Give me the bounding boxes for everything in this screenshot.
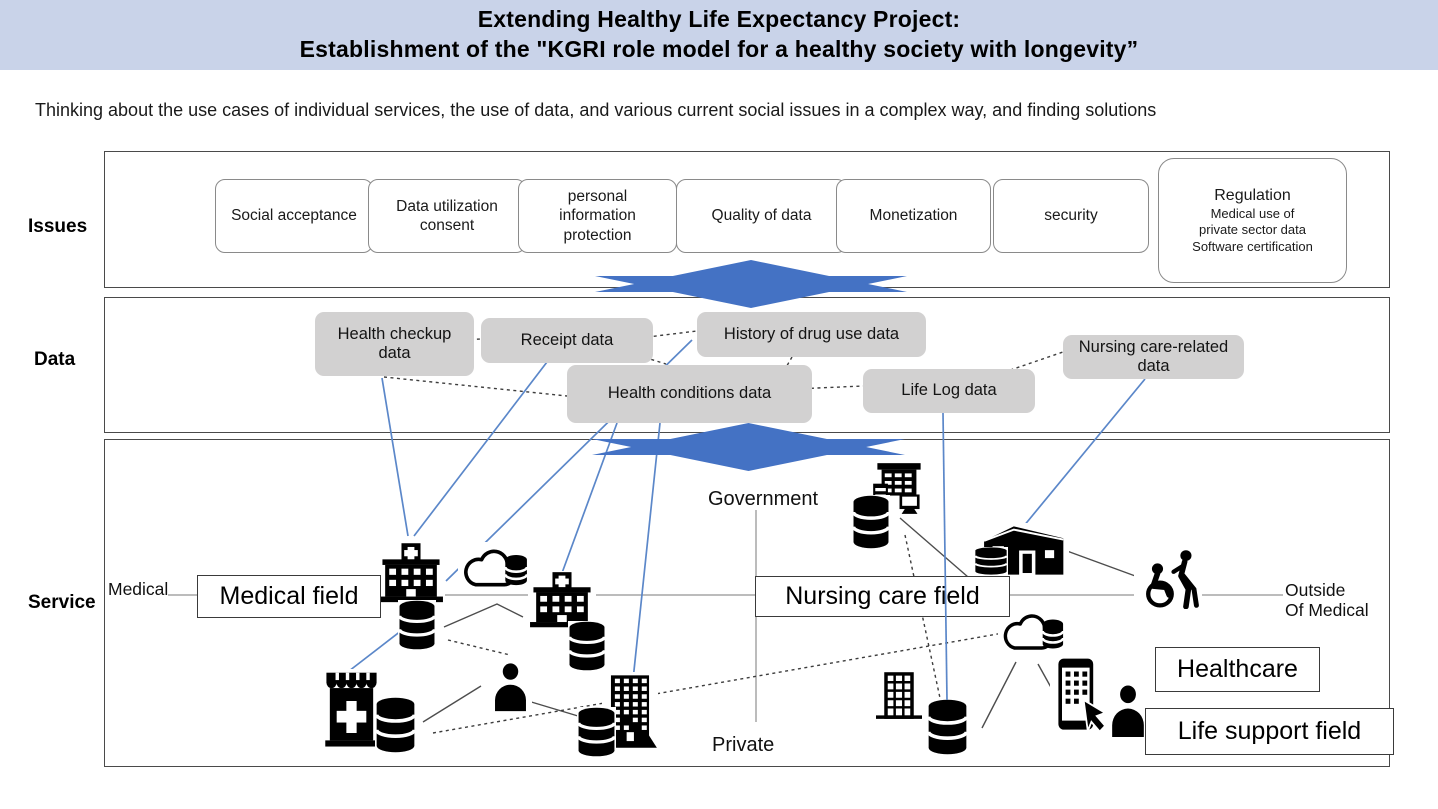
data-health-checkup: Health checkup data (315, 312, 474, 376)
medical-field-label: Medical field (197, 575, 381, 618)
hospital-icon (377, 542, 445, 604)
nursing-care-field-label: Nursing care field (755, 576, 1010, 617)
person-icon (1106, 684, 1150, 738)
title-line-1: Extending Healthy Life Expectancy Projec… (477, 6, 961, 33)
life-support-field-label: Life support field (1145, 708, 1394, 755)
axis-label-medical: Medical (108, 579, 169, 599)
pharmacy-icon (323, 669, 380, 749)
axis-label-private: Private (712, 734, 775, 756)
service-row-label: Service (28, 592, 96, 613)
data-life-log: Life Log data (863, 369, 1035, 413)
data-nursing-care-related: Nursing care-related data (1063, 335, 1244, 379)
small-building-icon (874, 670, 924, 724)
title-line-2: Establishment of the "KGRI role model fo… (299, 36, 1139, 62)
data-row-label: Data (34, 349, 76, 370)
issues-data-arrow (595, 259, 907, 309)
title-bar: Extending Healthy Life Expectancy Projec… (0, 0, 1438, 70)
smartphone-hand-icon (1050, 656, 1110, 740)
cloud-database-icon (458, 542, 530, 594)
axis-label-outside-2: Of Medical (1285, 600, 1369, 620)
issue-security: security (993, 179, 1149, 253)
issue-quality-of-data: Quality of data (676, 179, 847, 253)
issue-social-acceptance: Social acceptance (215, 179, 373, 253)
database-icon (974, 547, 1008, 575)
regulation-line-1: Medical use of (1210, 206, 1295, 222)
healthcare-label: Healthcare (1155, 647, 1320, 692)
issue-regulation: Regulation Medical use of private sector… (1158, 158, 1347, 283)
database-icon (852, 495, 890, 549)
issue-personal-information-protection: personal information protection (518, 179, 677, 253)
data-health-conditions: Health conditions data (567, 365, 812, 423)
regulation-line-3: Software certification (1192, 238, 1313, 254)
database-icon (568, 621, 606, 671)
person-icon (489, 662, 532, 712)
regulation-title: Regulation (1214, 187, 1291, 205)
axis-label-outside-1: Outside (1285, 580, 1346, 600)
axis-label-government: Government (708, 488, 819, 510)
database-icon (375, 697, 416, 753)
regulation-line-2: private sector data (1199, 222, 1306, 238)
data-receipt: Receipt data (481, 318, 653, 363)
database-icon (927, 699, 968, 755)
data-service-arrow (592, 422, 905, 472)
issue-monetization: Monetization (836, 179, 991, 253)
data-history-drug-use: History of drug use data (697, 312, 926, 357)
wheelchair-caregiver-icon (1134, 549, 1202, 609)
issues-row-label: Issues (28, 216, 88, 237)
database-icon (577, 707, 616, 757)
issue-data-utilization-consent: Data utilization consent (368, 179, 526, 253)
subtitle: Thinking about the use cases of individu… (35, 100, 1157, 120)
database-icon (398, 600, 436, 650)
